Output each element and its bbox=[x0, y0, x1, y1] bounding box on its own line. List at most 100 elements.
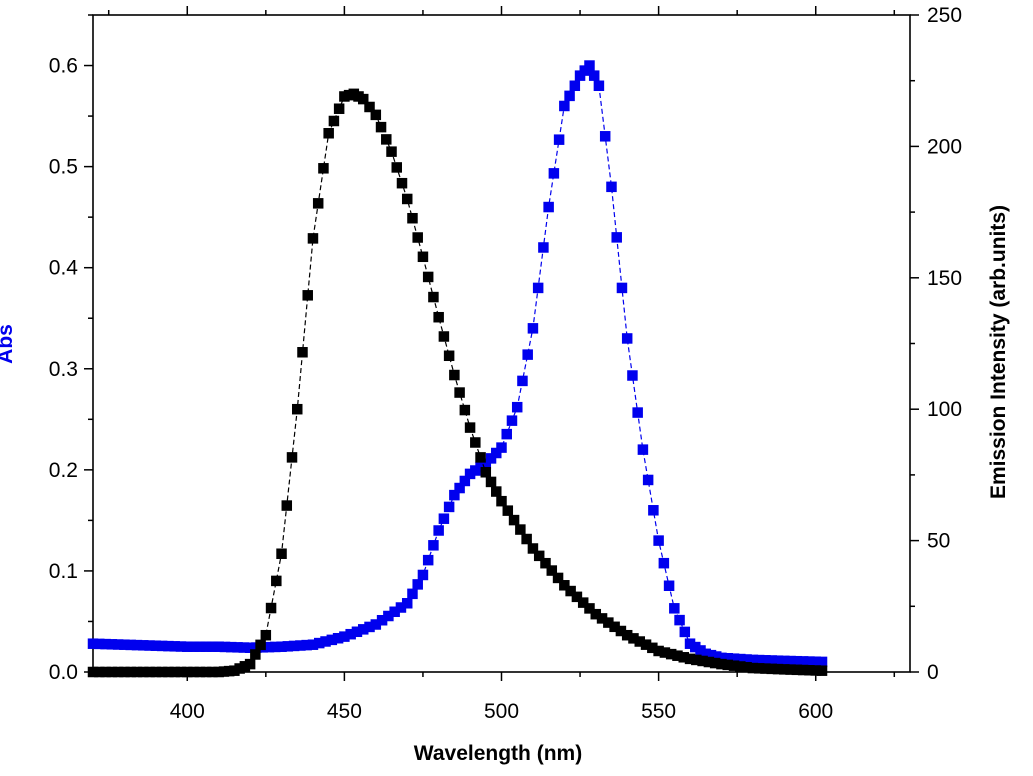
series-marker bbox=[515, 524, 526, 535]
series-marker bbox=[112, 666, 124, 678]
series-marker bbox=[496, 495, 507, 507]
series-marker bbox=[559, 100, 570, 112]
series-marker bbox=[760, 663, 771, 674]
series-marker bbox=[480, 458, 492, 470]
series-marker bbox=[679, 626, 691, 638]
series-marker bbox=[543, 201, 554, 213]
series-marker bbox=[163, 666, 174, 678]
series-marker bbox=[112, 639, 124, 650]
series-marker bbox=[691, 654, 702, 666]
series-marker bbox=[156, 666, 168, 678]
series-marker bbox=[522, 349, 533, 360]
series-marker bbox=[288, 640, 300, 652]
series-marker bbox=[428, 540, 439, 551]
series-marker bbox=[286, 452, 298, 463]
series-marker bbox=[611, 232, 622, 243]
series-marker bbox=[119, 639, 130, 650]
series-marker bbox=[559, 580, 570, 591]
series-line bbox=[93, 93, 823, 673]
series-marker bbox=[351, 626, 363, 638]
series-marker bbox=[674, 614, 685, 626]
series-marker bbox=[747, 662, 759, 674]
x-tick-label: 600 bbox=[798, 700, 833, 723]
series-marker bbox=[584, 60, 595, 71]
series-marker bbox=[250, 649, 261, 660]
series-marker bbox=[175, 641, 187, 652]
series-marker bbox=[125, 639, 136, 651]
series-marker bbox=[94, 666, 105, 678]
series-marker bbox=[138, 640, 149, 651]
y-right-tick-label: 250 bbox=[927, 4, 962, 27]
series-marker bbox=[653, 645, 664, 657]
series-marker bbox=[94, 638, 105, 650]
series-marker bbox=[255, 639, 266, 651]
series-marker bbox=[709, 657, 721, 669]
series-marker bbox=[735, 653, 746, 665]
series-marker bbox=[386, 146, 397, 157]
series-marker bbox=[438, 513, 450, 524]
series-marker bbox=[100, 638, 111, 650]
series-marker bbox=[816, 656, 828, 668]
series-marker bbox=[511, 401, 523, 413]
series-marker bbox=[741, 654, 752, 665]
series-marker bbox=[292, 403, 303, 415]
x-tick-label: 550 bbox=[641, 700, 676, 723]
series-marker bbox=[219, 641, 231, 653]
y-left-axis-title: Abs bbox=[0, 324, 17, 364]
x-tick-label: 500 bbox=[484, 700, 519, 723]
series-marker bbox=[313, 637, 325, 649]
series-marker bbox=[672, 650, 683, 661]
series-marker bbox=[637, 444, 649, 455]
series-marker bbox=[213, 641, 224, 652]
series-marker bbox=[571, 591, 583, 603]
series-marker bbox=[716, 658, 727, 670]
series-marker bbox=[106, 639, 118, 650]
series-marker bbox=[119, 666, 130, 678]
y-right-tick-label: 200 bbox=[927, 135, 962, 158]
series-marker bbox=[407, 212, 418, 224]
x-axis: 400 450 500 550 600 bbox=[107, 6, 896, 723]
series-marker bbox=[87, 638, 99, 649]
series-marker bbox=[396, 177, 408, 189]
series-marker bbox=[150, 666, 162, 678]
series-marker bbox=[307, 233, 319, 244]
series-marker bbox=[722, 659, 733, 671]
series-marker bbox=[238, 642, 250, 653]
y-left-axis: 0.0 0.1 0.2 0.3 0.4 0.5 0.6 bbox=[49, 14, 93, 684]
series-marker bbox=[810, 665, 821, 676]
series-marker bbox=[459, 404, 471, 416]
y-left-tick-label: 0.6 bbox=[49, 55, 78, 78]
series-marker bbox=[634, 636, 646, 647]
series-1 bbox=[87, 88, 828, 678]
series-marker bbox=[553, 134, 565, 145]
series-marker bbox=[433, 525, 444, 536]
series-marker bbox=[232, 642, 243, 653]
series-marker bbox=[797, 664, 809, 676]
series-marker bbox=[640, 639, 652, 650]
series-marker bbox=[502, 505, 514, 516]
series-marker bbox=[642, 474, 654, 486]
series-marker bbox=[364, 621, 375, 633]
series-marker bbox=[407, 588, 418, 600]
series-marker bbox=[627, 370, 638, 381]
series-marker bbox=[797, 656, 809, 667]
series-marker bbox=[785, 655, 796, 667]
series-marker bbox=[364, 101, 375, 113]
series-marker bbox=[491, 486, 502, 497]
series-marker bbox=[345, 628, 356, 640]
series-marker bbox=[131, 666, 143, 678]
y-right-axis: 0 50 100 150 200 250 bbox=[910, 4, 962, 684]
series-marker bbox=[200, 666, 212, 678]
series-marker bbox=[621, 333, 633, 344]
series-marker bbox=[615, 625, 627, 637]
series-marker bbox=[156, 640, 168, 652]
series-marker bbox=[449, 489, 460, 501]
series-marker bbox=[599, 131, 611, 142]
series-0 bbox=[87, 60, 828, 668]
series-marker bbox=[785, 664, 796, 675]
series-marker bbox=[417, 251, 429, 263]
series-marker bbox=[144, 640, 155, 651]
series-marker bbox=[271, 575, 282, 587]
series-marker bbox=[663, 580, 675, 591]
series-marker bbox=[150, 640, 162, 651]
